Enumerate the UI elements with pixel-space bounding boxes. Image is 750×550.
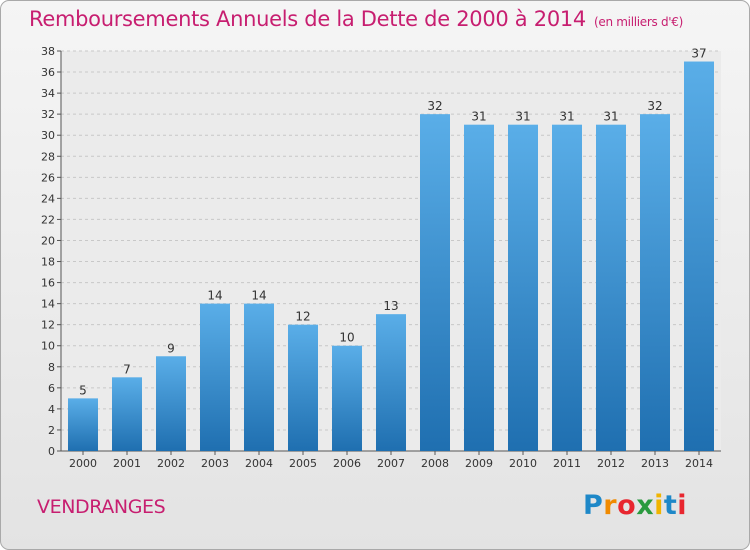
data-label: 31: [603, 110, 618, 124]
x-tick-label: 2004: [245, 457, 273, 470]
y-tick-label: 20: [41, 234, 55, 247]
y-tick-label: 36: [41, 66, 55, 79]
y-tick-label: 22: [41, 213, 55, 226]
x-tick-label: 2005: [289, 457, 317, 470]
data-label: 10: [339, 331, 354, 345]
y-tick-label: 8: [48, 361, 55, 374]
y-tick-label: 12: [41, 319, 55, 332]
data-label: 12: [295, 310, 310, 324]
data-label: 14: [207, 289, 222, 303]
x-tick-label: 2013: [641, 457, 669, 470]
x-tick-label: 2014: [685, 457, 713, 470]
bar: [684, 61, 714, 452]
y-tick-label: 14: [41, 298, 55, 311]
bar: [420, 114, 450, 451]
bar: [156, 356, 186, 451]
x-tick-label: 2007: [377, 457, 405, 470]
bar: [68, 398, 98, 451]
x-tick-label: 2002: [157, 457, 185, 470]
data-label: 14: [251, 289, 266, 303]
x-tick-label: 2009: [465, 457, 493, 470]
chart-title-text: Remboursements Annuels de la Dette de 20…: [29, 7, 586, 31]
y-tick-label: 26: [41, 171, 55, 184]
bar: [112, 377, 142, 451]
commune-name: VENDRANGES: [37, 496, 166, 518]
y-tick-label: 6: [48, 382, 55, 395]
x-tick-label: 2008: [421, 457, 449, 470]
bar: [288, 324, 318, 451]
data-label: 31: [471, 110, 486, 124]
chart-unit: (en milliers d'€): [594, 15, 684, 29]
bar: [244, 303, 274, 451]
data-label: 37: [691, 47, 706, 61]
x-tick-label: 2003: [201, 457, 229, 470]
x-tick-label: 2006: [333, 457, 361, 470]
bar: [508, 124, 538, 452]
data-label: 31: [559, 110, 574, 124]
x-tick-label: 2012: [597, 457, 625, 470]
y-tick-label: 10: [41, 340, 55, 353]
y-tick-label: 32: [41, 108, 55, 121]
bar: [376, 314, 406, 451]
bar: [464, 124, 494, 452]
bar: [332, 345, 362, 451]
data-label: 13: [383, 299, 398, 313]
data-label: 9: [167, 341, 175, 355]
chart-title: Remboursements Annuels de la Dette de 20…: [29, 7, 683, 31]
y-tick-label: 28: [41, 150, 55, 163]
bar: [640, 114, 670, 451]
data-label: 7: [123, 362, 131, 376]
data-label: 31: [515, 110, 530, 124]
data-label: 32: [427, 99, 442, 113]
x-tick-label: 2011: [553, 457, 581, 470]
proxiti-logo: Proxiti: [583, 490, 688, 521]
y-tick-label: 16: [41, 277, 55, 290]
data-label: 5: [79, 383, 87, 397]
y-tick-label: 4: [48, 403, 55, 416]
y-tick-label: 34: [41, 87, 55, 100]
bar: [552, 124, 582, 452]
y-tick-label: 18: [41, 256, 55, 269]
bar: [596, 124, 626, 452]
y-tick-label: 38: [41, 45, 55, 58]
bar: [200, 303, 230, 451]
y-tick-label: 30: [41, 129, 55, 142]
x-tick-label: 2000: [69, 457, 97, 470]
y-tick-label: 2: [48, 424, 55, 437]
y-tick-label: 0: [48, 445, 55, 458]
x-tick-label: 2001: [113, 457, 141, 470]
y-tick-label: 24: [41, 192, 55, 205]
x-tick-label: 2010: [509, 457, 537, 470]
data-label: 32: [647, 99, 662, 113]
